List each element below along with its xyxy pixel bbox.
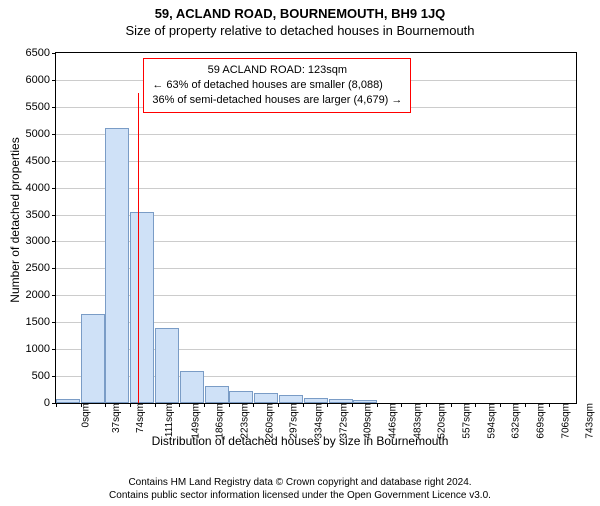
histogram-bar xyxy=(81,314,105,403)
x-tick xyxy=(352,403,353,407)
gridline xyxy=(56,161,576,162)
y-tick-label: 500 xyxy=(32,370,56,382)
page-subtitle: Size of property relative to detached ho… xyxy=(0,23,600,38)
histogram-bar xyxy=(56,399,80,403)
histogram-bar xyxy=(130,212,154,403)
y-axis-title: Number of detached properties xyxy=(8,55,22,220)
y-tick-label: 5000 xyxy=(26,128,56,140)
x-tick xyxy=(56,403,57,407)
annotation-line: 36% of semi-detached houses are larger (… xyxy=(152,93,402,108)
histogram-bar xyxy=(279,395,303,403)
x-tick-label: 74sqm xyxy=(133,403,146,433)
y-tick-label: 6000 xyxy=(26,74,56,86)
x-tick xyxy=(525,403,526,407)
x-tick xyxy=(327,403,328,407)
x-tick xyxy=(426,403,427,407)
x-tick xyxy=(401,403,402,407)
annotation-line: 59 ACLAND ROAD: 123sqm xyxy=(152,63,402,78)
x-tick-label: 111sqm xyxy=(162,403,175,437)
x-tick xyxy=(155,403,156,407)
x-tick xyxy=(130,403,131,407)
y-tick-label: 3500 xyxy=(26,209,56,221)
x-tick xyxy=(204,403,205,407)
x-tick-label: 37sqm xyxy=(109,403,122,433)
x-tick xyxy=(549,403,550,407)
y-tick-label: 4000 xyxy=(26,182,56,194)
x-tick xyxy=(377,403,378,407)
annotation-box: 59 ACLAND ROAD: 123sqm← 63% of detached … xyxy=(143,58,411,113)
x-tick xyxy=(451,403,452,407)
y-tick-label: 5500 xyxy=(26,101,56,113)
plot-area: 0500100015002000250030003500400045005000… xyxy=(55,52,577,404)
histogram-bar xyxy=(205,386,229,403)
x-tick xyxy=(229,403,230,407)
y-tick-label: 6500 xyxy=(26,47,56,59)
x-tick xyxy=(179,403,180,407)
x-tick xyxy=(105,403,106,407)
x-tick xyxy=(475,403,476,407)
footer-line-1: Contains HM Land Registry data © Crown c… xyxy=(0,476,600,489)
x-tick xyxy=(303,403,304,407)
histogram-bar xyxy=(229,391,253,403)
x-tick xyxy=(81,403,82,407)
footer: Contains HM Land Registry data © Crown c… xyxy=(0,476,600,502)
x-axis-title: Distribution of detached houses by size … xyxy=(0,434,600,448)
gridline xyxy=(56,134,576,135)
y-tick-label: 2500 xyxy=(26,262,56,274)
y-tick-label: 4500 xyxy=(26,155,56,167)
y-tick-label: 2000 xyxy=(26,289,56,301)
annotation-line: ← 63% of detached houses are smaller (8,… xyxy=(152,78,402,93)
reference-line xyxy=(138,93,139,403)
gridline xyxy=(56,188,576,189)
y-tick-label: 0 xyxy=(44,397,56,409)
y-tick-label: 1500 xyxy=(26,316,56,328)
histogram-bar xyxy=(180,371,204,403)
y-tick-label: 3000 xyxy=(26,235,56,247)
x-tick xyxy=(253,403,254,407)
chart-container: Number of detached properties 0500100015… xyxy=(0,42,600,452)
histogram-bar xyxy=(155,328,179,403)
footer-line-2: Contains public sector information licen… xyxy=(0,489,600,502)
histogram-bar xyxy=(254,393,278,403)
x-tick xyxy=(500,403,501,407)
y-tick-label: 1000 xyxy=(26,343,56,355)
histogram-bar xyxy=(105,128,129,403)
page-title: 59, ACLAND ROAD, BOURNEMOUTH, BH9 1JQ xyxy=(0,6,600,21)
x-tick xyxy=(278,403,279,407)
